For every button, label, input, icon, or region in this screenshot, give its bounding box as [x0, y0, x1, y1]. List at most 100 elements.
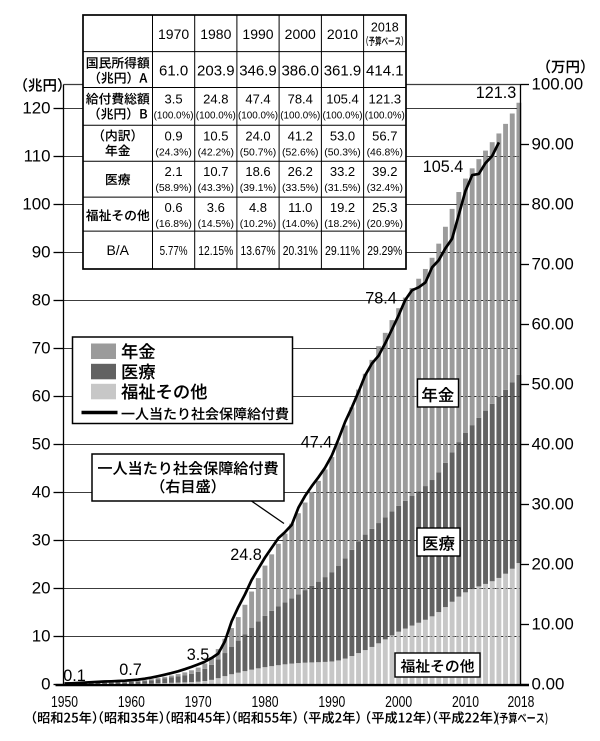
svg-text:60: 60 [32, 387, 51, 406]
svg-text:30.00: 30.00 [532, 495, 574, 514]
svg-text:40: 40 [32, 483, 51, 502]
svg-text:386.0: 386.0 [281, 63, 319, 80]
svg-text:4.8: 4.8 [249, 200, 267, 215]
svg-text:414.1: 414.1 [366, 63, 404, 80]
svg-text:39.2: 39.2 [372, 164, 397, 179]
svg-text:(39.1%): (39.1%) [240, 183, 276, 194]
svg-text:18.6: 18.6 [245, 164, 270, 179]
svg-text:(31.5%): (31.5%) [324, 183, 360, 194]
svg-text:1990: 1990 [242, 26, 273, 42]
svg-text:(10.2%): (10.2%) [240, 219, 276, 230]
svg-text:70: 70 [32, 339, 51, 358]
svg-text:(100.0%): (100.0%) [196, 111, 236, 122]
svg-text:(14.0%): (14.0%) [282, 219, 318, 230]
svg-text:30: 30 [32, 531, 51, 550]
svg-text:(100.0%): (100.0%) [323, 111, 363, 122]
svg-text:78.4: 78.4 [365, 290, 397, 308]
svg-text:1980: 1980 [251, 694, 278, 711]
svg-text:78.4: 78.4 [288, 92, 313, 107]
svg-text:50.00: 50.00 [532, 375, 574, 394]
svg-text:(100.0%): (100.0%) [238, 111, 278, 122]
svg-text:20: 20 [32, 579, 51, 598]
svg-text:100.00: 100.00 [532, 75, 584, 94]
svg-text:10.00: 10.00 [532, 615, 574, 634]
svg-text:0.6: 0.6 [165, 200, 183, 215]
svg-text:(58.9%): (58.9%) [155, 183, 191, 194]
svg-text:80: 80 [32, 291, 51, 310]
svg-text:(33.5%): (33.5%) [282, 183, 318, 194]
svg-text:0.7: 0.7 [119, 661, 142, 679]
svg-text:60.00: 60.00 [532, 315, 574, 334]
svg-text:53.0: 53.0 [330, 128, 355, 143]
svg-text:26.2: 26.2 [288, 164, 313, 179]
svg-text:40.00: 40.00 [532, 435, 574, 454]
svg-text:(50.3%): (50.3%) [324, 147, 360, 158]
svg-text:2000: 2000 [385, 694, 412, 711]
svg-text:(20.9%): (20.9%) [367, 219, 403, 230]
svg-text:(100.0%): (100.0%) [280, 111, 320, 122]
svg-text:56.7: 56.7 [372, 128, 397, 143]
svg-text:11.0: 11.0 [288, 200, 312, 215]
svg-text:2.1: 2.1 [165, 164, 183, 179]
svg-text:10.5: 10.5 [203, 128, 228, 143]
svg-text:33.2: 33.2 [330, 164, 355, 179]
svg-text:3.6: 3.6 [207, 200, 225, 215]
svg-text:0.9: 0.9 [165, 128, 183, 143]
svg-text:0: 0 [41, 675, 50, 694]
svg-text:70.00: 70.00 [532, 255, 574, 274]
svg-text:110: 110 [24, 147, 51, 166]
svg-text:5.77%: 5.77% [160, 244, 188, 258]
svg-text:120: 120 [22, 99, 50, 118]
svg-text:1960: 1960 [118, 694, 145, 711]
svg-text:29.29%: 29.29% [367, 244, 402, 258]
svg-text:(18.2%): (18.2%) [324, 219, 360, 230]
svg-text:19.2: 19.2 [330, 200, 355, 215]
svg-text:20.00: 20.00 [532, 555, 574, 574]
svg-text:3.5: 3.5 [187, 646, 210, 664]
svg-text:12.15%: 12.15% [198, 244, 233, 258]
svg-text:2010: 2010 [327, 26, 358, 42]
svg-text:1970: 1970 [185, 694, 212, 711]
svg-text:203.9: 203.9 [197, 63, 235, 80]
svg-text:100: 100 [22, 195, 50, 214]
svg-text:(46.8%): (46.8%) [367, 147, 403, 158]
svg-text:24.8: 24.8 [203, 92, 228, 107]
svg-text:361.9: 361.9 [324, 63, 362, 80]
svg-text:1950: 1950 [51, 694, 78, 711]
svg-text:2010: 2010 [452, 694, 479, 711]
svg-text:25.3: 25.3 [372, 200, 397, 215]
svg-text:0.00: 0.00 [532, 675, 565, 694]
svg-text:1970: 1970 [158, 26, 189, 42]
svg-text:1980: 1980 [200, 26, 231, 42]
svg-text:2018: 2018 [507, 694, 534, 711]
svg-text:10.7: 10.7 [203, 164, 228, 179]
svg-text:1990: 1990 [318, 694, 345, 711]
svg-text:(14.5%): (14.5%) [198, 219, 234, 230]
svg-text:(24.3%): (24.3%) [155, 147, 191, 158]
svg-text:(100.0%): (100.0%) [154, 111, 194, 122]
svg-text:29.11%: 29.11% [325, 244, 360, 258]
svg-text:90.00: 90.00 [532, 135, 574, 154]
svg-text:121.3: 121.3 [476, 84, 517, 102]
svg-text:(43.3%): (43.3%) [198, 183, 234, 194]
svg-text:61.0: 61.0 [159, 63, 188, 80]
svg-text:41.2: 41.2 [288, 128, 313, 143]
svg-text:24.0: 24.0 [245, 128, 270, 143]
svg-text:(16.8%): (16.8%) [155, 219, 191, 230]
svg-text:2000: 2000 [285, 26, 316, 42]
svg-text:20.31%: 20.31% [283, 244, 318, 258]
svg-text:50: 50 [32, 435, 51, 454]
svg-text:(100.0%): (100.0%) [365, 111, 405, 122]
svg-text:(32.4%): (32.4%) [367, 183, 403, 194]
svg-text:105.4: 105.4 [326, 92, 359, 107]
svg-text:105.4: 105.4 [423, 158, 464, 176]
svg-text:121.3: 121.3 [369, 92, 402, 107]
svg-text:B/A: B/A [106, 242, 129, 258]
svg-text:0.1: 0.1 [63, 667, 86, 685]
svg-text:80.00: 80.00 [532, 195, 574, 214]
svg-text:346.9: 346.9 [239, 63, 277, 80]
svg-text:47.4: 47.4 [301, 434, 333, 452]
svg-text:(50.7%): (50.7%) [240, 147, 276, 158]
svg-text:13.67%: 13.67% [241, 244, 276, 258]
svg-text:(52.6%): (52.6%) [282, 147, 318, 158]
